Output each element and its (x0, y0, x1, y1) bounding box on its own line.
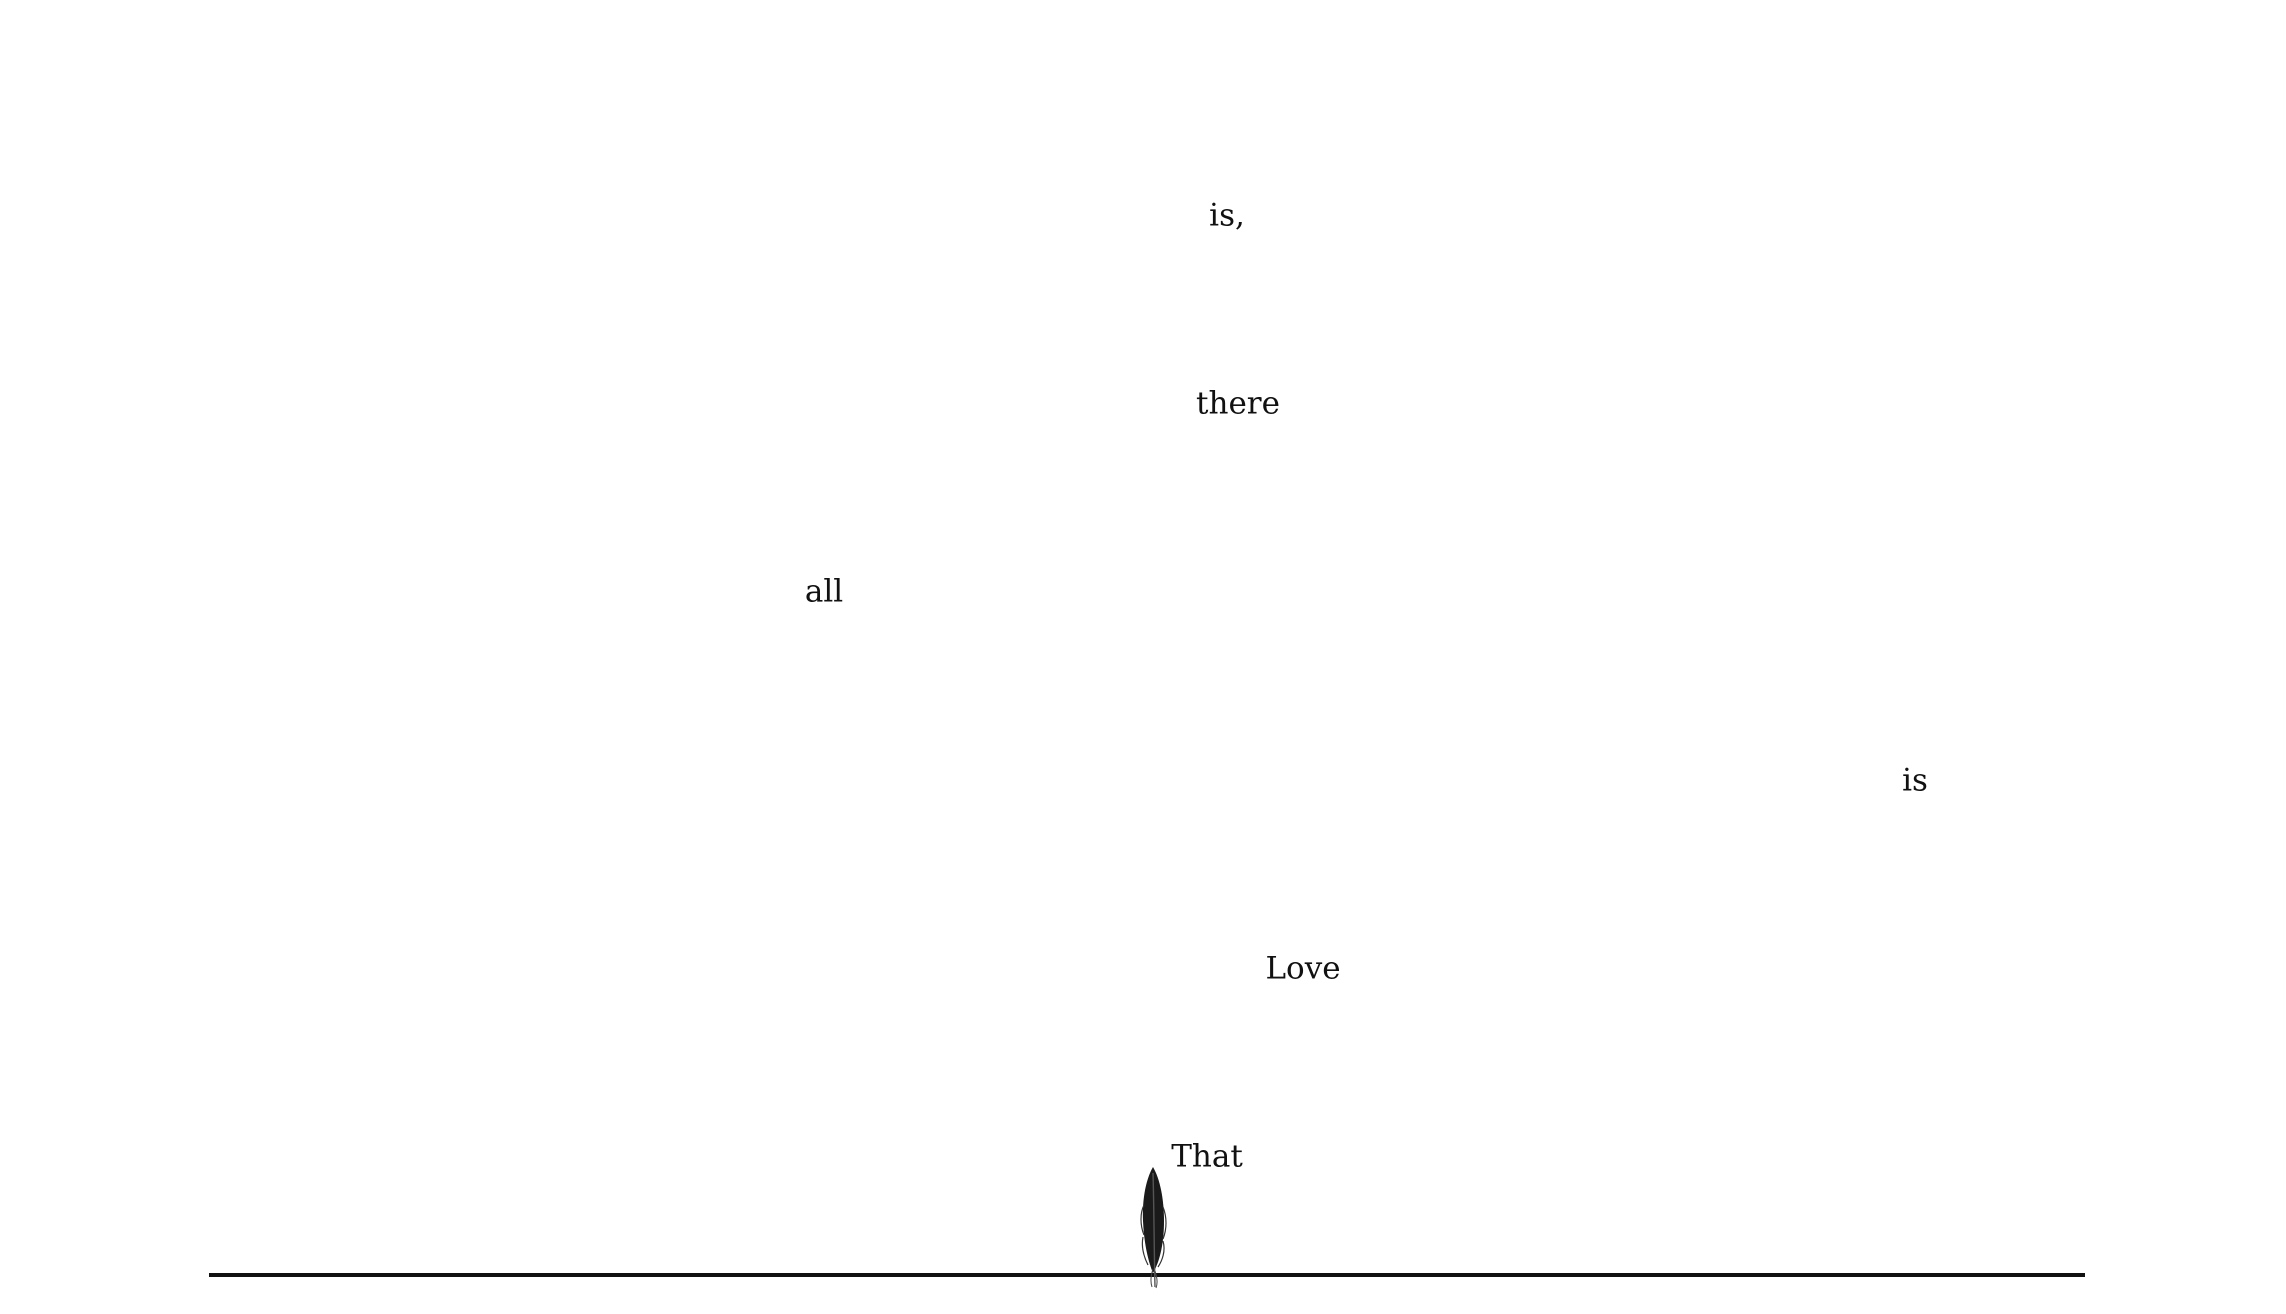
poem-word-love: Love (1265, 950, 1341, 987)
poem-word-is-comma: is, (1209, 197, 1245, 234)
poem-word-that: That (1171, 1138, 1243, 1175)
poem-word-there: there (1196, 385, 1280, 422)
ground-line (209, 1273, 2085, 1277)
poem-word-all: all (804, 573, 844, 610)
feather-icon (1140, 1167, 1167, 1289)
poem-word-is: is (1902, 762, 1928, 799)
